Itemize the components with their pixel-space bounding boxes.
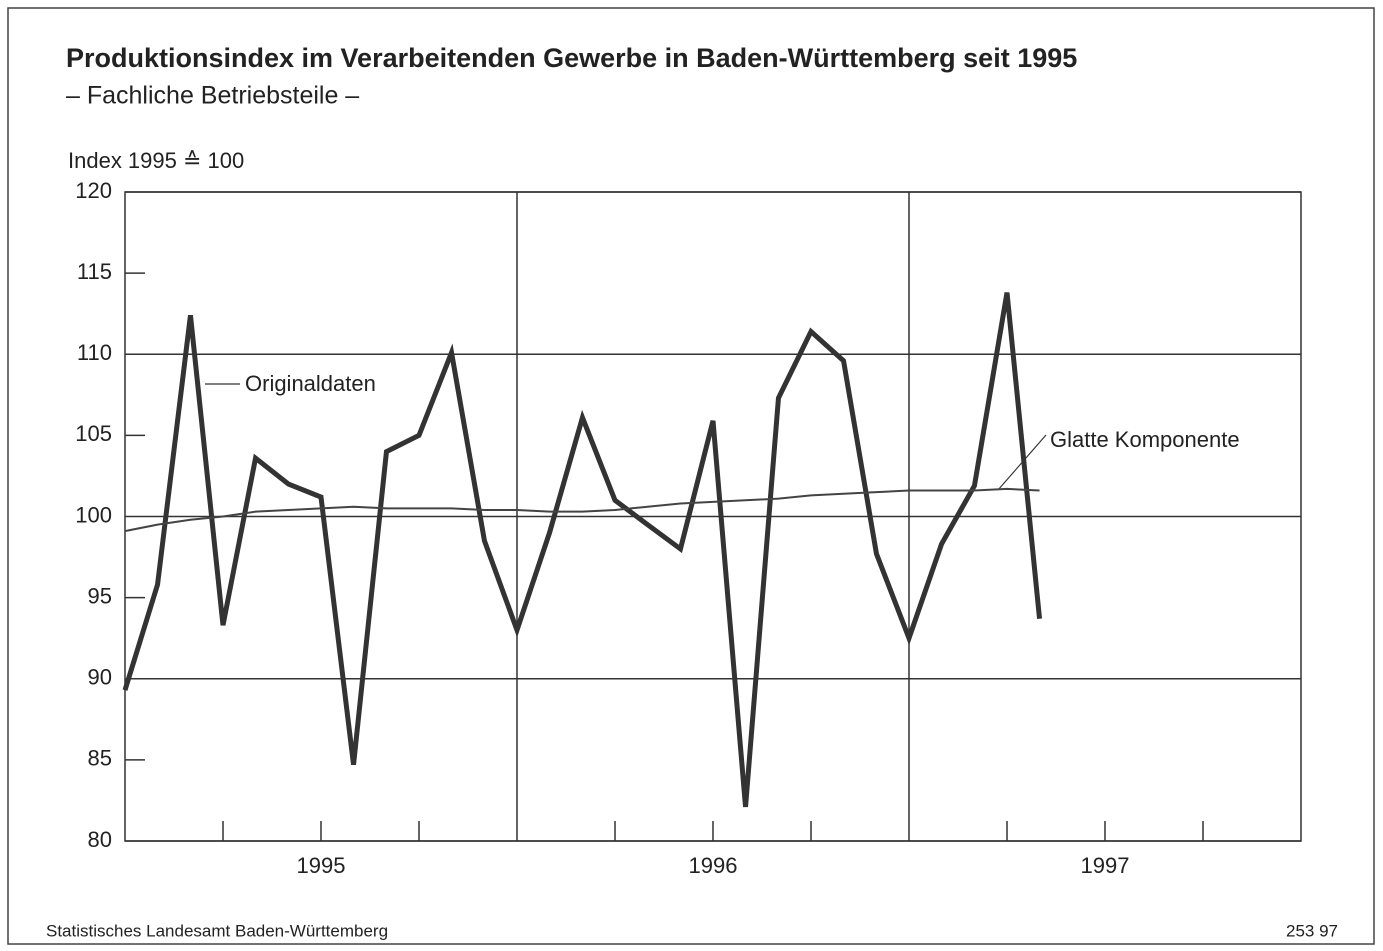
chart-subtitle: – Fachliche Betriebsteile –	[66, 82, 359, 110]
source: Statistisches Landesamt Baden-Württember…	[46, 921, 388, 940]
x-tick-label: 1996	[689, 853, 738, 878]
y-tick-label: 95	[88, 583, 112, 608]
y-tick-label: 85	[88, 746, 112, 771]
x-tick-label: 1995	[297, 853, 346, 878]
y-tick-label: 105	[75, 421, 112, 446]
frame	[7, 7, 1375, 945]
legend-label: Glatte Komponente	[1050, 427, 1240, 452]
y-axis-label: Index 1995 ≙ 100	[68, 148, 244, 173]
y-tick-label: 90	[88, 665, 112, 690]
y-tick-label: 80	[88, 827, 112, 852]
y-tick-label: 110	[77, 340, 112, 365]
legend-label: Originaldaten	[245, 371, 376, 396]
x-tick-label: 1997	[1081, 853, 1130, 878]
chart-title: Produktionsindex im Verarbeitenden Gewer…	[66, 43, 1077, 73]
code: 253 97	[1286, 921, 1338, 940]
y-tick-label: 120	[75, 178, 112, 203]
series-line	[122, 292, 1043, 808]
series-line	[124, 487, 1040, 533]
y-tick-label: 115	[77, 259, 112, 284]
y-tick-label: 100	[75, 502, 112, 527]
